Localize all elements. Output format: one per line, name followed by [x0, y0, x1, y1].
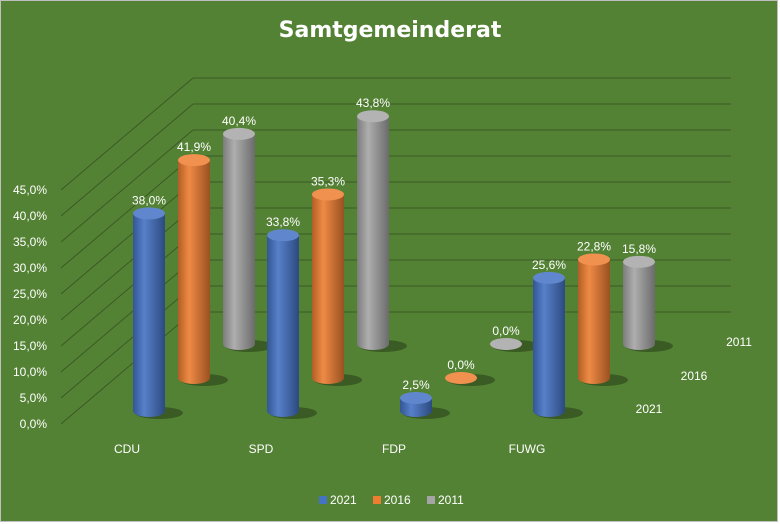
legend-swatch	[319, 496, 327, 504]
bar-body	[133, 213, 165, 417]
bar-2016-FUWG: 22,8%	[577, 239, 628, 386]
data-label: 33,8%	[266, 215, 300, 229]
bar-top	[133, 207, 165, 220]
legend: 2021 2016 2011	[319, 493, 464, 507]
bars: 40,4% 43,8% 0,0% 15,8% 41,9% 35,3% 0,0% 22,8% 38…	[132, 96, 673, 419]
bar-top	[578, 253, 610, 266]
gridline-side	[60, 129, 194, 243]
gridline-side	[60, 103, 194, 217]
depth-axis: 2021 2016 2011	[636, 335, 753, 416]
x-tick-label: FUWG	[509, 442, 546, 456]
bar-body	[223, 133, 255, 350]
bar-2021-SPD: 33,8%	[266, 215, 317, 419]
data-label: 41,9%	[177, 140, 211, 154]
legend-label: 2011	[438, 493, 464, 507]
bar-2016-SPD: 35,3%	[311, 174, 362, 386]
bar-top	[490, 338, 522, 350]
depth-tick-label: 2016	[681, 369, 708, 383]
bar-2016-FDP: 0,0%	[445, 358, 495, 386]
gridline-side	[60, 259, 194, 373]
bar-top	[312, 188, 344, 201]
y-tick-label: 0,0%	[20, 417, 48, 431]
bar-top	[178, 154, 210, 167]
bar-2011-FUWG: 15,8%	[622, 242, 673, 352]
gridline-side	[60, 155, 194, 269]
legend-item: 2021	[319, 493, 357, 507]
legend-label: 2016	[384, 493, 411, 507]
bar-2021-CDU: 38,0%	[132, 193, 183, 419]
bar-2016-CDU: 41,9%	[177, 140, 228, 386]
data-label: 22,8%	[577, 239, 611, 253]
y-tick-label: 35,0%	[13, 235, 47, 249]
bar-body	[533, 277, 565, 417]
data-label: 43,8%	[356, 96, 390, 110]
bar-top	[223, 127, 255, 140]
x-tick-label: CDU	[114, 442, 140, 456]
data-label: 25,6%	[532, 258, 566, 272]
bar-2011-CDU: 40,4%	[222, 114, 273, 352]
chart-title: Samtgemeinderat	[279, 18, 502, 43]
data-label: 15,8%	[622, 242, 656, 256]
y-tick-label: 25,0%	[13, 287, 47, 301]
data-label: 38,0%	[132, 193, 166, 207]
legend-item: 2011	[427, 493, 464, 507]
bar-top	[357, 110, 389, 123]
gridline-side	[60, 311, 194, 425]
bar-2021-FUWG: 25,6%	[532, 258, 583, 419]
bar-2011-SPD: 43,8%	[356, 96, 407, 352]
gridline-side	[60, 285, 194, 399]
bar-body	[357, 116, 389, 351]
data-label: 2,5%	[402, 378, 430, 392]
legend-swatch	[427, 496, 435, 504]
legend-swatch	[373, 496, 381, 504]
bar-top	[400, 392, 432, 404]
y-tick-label: 40,0%	[13, 209, 47, 223]
bar-body	[623, 261, 655, 350]
gridline-side	[60, 77, 194, 191]
bar-top	[533, 271, 565, 284]
bar-2011-FDP: 0,0%	[490, 324, 540, 352]
depth-tick-label: 2021	[636, 402, 663, 416]
x-tick-label: FDP	[382, 442, 406, 456]
depth-tick-label: 2011	[726, 335, 752, 349]
x-axis: CDU SPD FDP FUWG	[114, 442, 545, 456]
y-tick-label: 10,0%	[13, 365, 47, 379]
y-tick-label: 15,0%	[13, 339, 47, 353]
data-label: 35,3%	[311, 174, 345, 188]
y-tick-label: 20,0%	[13, 313, 47, 327]
x-tick-label: SPD	[249, 442, 274, 456]
gridline-side	[60, 233, 194, 347]
bar-body	[312, 194, 344, 384]
data-label: 40,4%	[222, 114, 256, 128]
bar-2021-FDP: 2,5%	[400, 378, 450, 419]
y-tick-label: 5,0%	[20, 391, 48, 405]
bar-top	[623, 255, 655, 268]
gridline-side	[60, 181, 194, 295]
bar-top	[445, 372, 477, 384]
legend-label: 2021	[330, 493, 357, 507]
bar-body	[267, 235, 299, 417]
y-tick-label: 30,0%	[13, 261, 47, 275]
y-tick-label: 45,0%	[13, 183, 47, 197]
gridline-side	[60, 207, 194, 321]
legend-item: 2016	[373, 493, 411, 507]
bar-body	[578, 259, 610, 384]
data-label: 0,0%	[447, 358, 475, 372]
data-label: 0,0%	[492, 324, 520, 338]
bar-top	[267, 229, 299, 242]
y-axis: 0,0% 5,0% 10,0% 15,0% 20,0% 25,0% 30,0% 35,0% 40…	[13, 183, 47, 431]
bar-body	[178, 160, 210, 384]
